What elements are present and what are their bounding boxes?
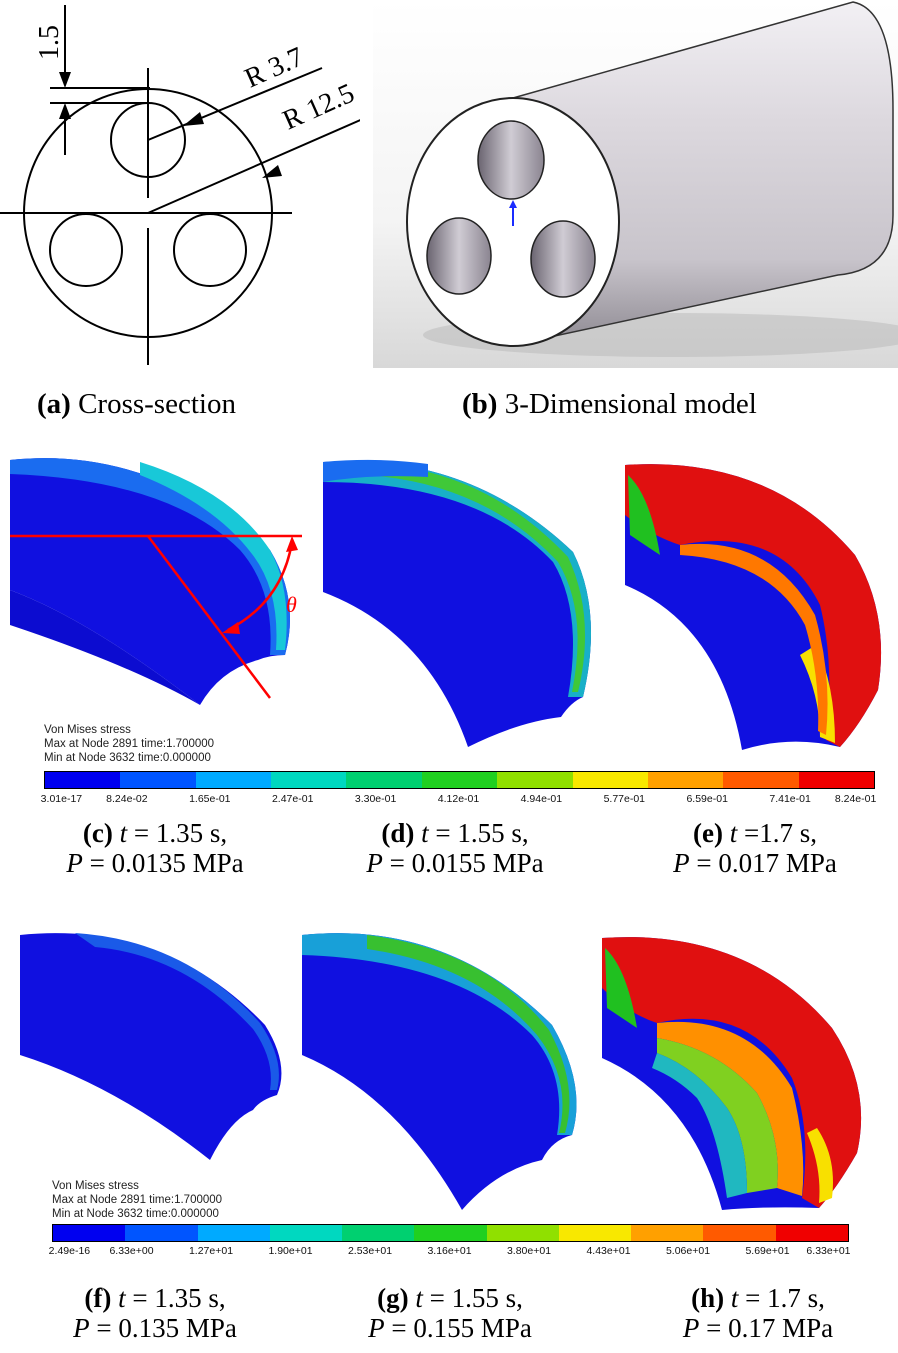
- caption-cross-section-text: Cross-section: [78, 388, 236, 420]
- colorbar-segment: [703, 1225, 776, 1241]
- colorbar-segment: [269, 1225, 343, 1241]
- colorbar-tick-label: 3.30e-01: [354, 793, 397, 805]
- legend-top-max: Max at Node 2891 time:1.700000: [44, 738, 215, 750]
- stress-contour-g: [302, 933, 577, 1210]
- colorbar-segment: [572, 772, 648, 788]
- subcaption-h: (h) t = 1.7 s, P = 0.17 MPa: [682, 1283, 834, 1343]
- legend-bottom-min: Min at Node 3632 time:0.000000: [52, 1208, 219, 1220]
- colorbar-segment: [486, 1225, 559, 1241]
- colorbar-tick-label: 3.16e+01: [427, 1245, 472, 1257]
- subcaption-d: (d) t = 1.55 s, P = 0.0155 MPa: [366, 818, 544, 878]
- colorbar-segment: [53, 1225, 126, 1241]
- colorbar-top-ticks: 3.01e-17 8.24e-02 1.65e-01 2.47e-01 3.30e-01…: [40, 793, 877, 807]
- dim-small-radius-label: R 3.7: [240, 41, 308, 94]
- dim-large-radius-label: R 12.5: [278, 78, 359, 137]
- caption-cross-section-label: (a): [37, 388, 71, 420]
- legend-bottom-title: Von Mises stress: [52, 1180, 139, 1192]
- colorbar-bottom: [52, 1224, 849, 1242]
- colorbar-tick-label: 2.49e-16: [48, 1245, 91, 1257]
- colorbar-segment: [421, 772, 498, 788]
- colorbar-segment: [631, 1225, 704, 1241]
- stress-contour-d: [323, 459, 591, 747]
- caption-3d-model-text: 3-Dimensional model: [504, 388, 757, 420]
- caption-3d-model: (b) 3-Dimensional model: [462, 388, 757, 421]
- stress-contour-h: [602, 937, 862, 1210]
- colorbar-tick-label: 4.12e-01: [437, 793, 480, 805]
- caption-cross-section: (a) Cross-section: [37, 388, 236, 421]
- legend-top-min: Min at Node 3632 time:0.000000: [44, 752, 211, 764]
- colorbar-tick-label: 3.80e+01: [506, 1245, 552, 1257]
- colorbar-tick-label: 8.24e-02: [106, 793, 148, 805]
- stress-contour-f: [20, 933, 282, 1160]
- dim-offset-label: 1.5: [34, 25, 65, 60]
- colorbar-segment: [647, 772, 724, 788]
- theta-label: θ: [286, 592, 297, 617]
- colorbar-segment: [497, 772, 573, 788]
- colorbar-segment: [342, 1225, 415, 1241]
- colorbar-segment: [271, 772, 347, 788]
- subcaption-e: (e) t =1.7 s, P = 0.017 MPa: [673, 818, 837, 878]
- colorbar-segment: [346, 772, 422, 788]
- subcaption-c: (c) t = 1.35 s, P = 0.0135 MPa: [66, 818, 244, 878]
- colorbar-tick-label: 5.69e+01: [745, 1245, 790, 1257]
- colorbar-segment: [558, 1225, 632, 1241]
- stress-contour-c: θ: [10, 458, 302, 705]
- colorbar-segment: [120, 772, 196, 788]
- subcaption-g: (g) t = 1.55 s, P = 0.155 MPa: [368, 1283, 532, 1343]
- colorbar-tick-label: 5.77e-01: [603, 793, 646, 805]
- colorbar-top: [44, 771, 875, 789]
- colorbar-tick-label: 2.53e+01: [347, 1245, 393, 1257]
- colorbar-tick-label: 8.24e-01: [834, 793, 877, 805]
- stress-contour-e: [625, 464, 882, 750]
- colorbar-tick-label: 6.33e+00: [109, 1245, 154, 1257]
- legend-top-info: Von Mises stress Max at Node 2891 time:1…: [44, 723, 214, 765]
- legend-bottom-max: Max at Node 2891 time:1.700000: [52, 1194, 223, 1206]
- colorbar-tick-label: 7.41e-01: [769, 793, 811, 805]
- colorbar-segment: [414, 1225, 487, 1241]
- colorbar-tick-label: 1.65e-01: [189, 793, 231, 805]
- colorbar-tick-label: 3.01e-17: [40, 793, 83, 805]
- colorbar-segment: [723, 772, 799, 788]
- colorbar-segment: [798, 772, 874, 788]
- colorbar-segment: [125, 1225, 198, 1241]
- colorbar-tick-label: 6.33e+01: [806, 1245, 851, 1257]
- colorbar-segment: [45, 772, 121, 788]
- colorbar-tick-label: 5.06e+01: [665, 1245, 711, 1257]
- colorbar-tick-label: 4.94e-01: [520, 793, 563, 805]
- subcaption-f: (f) t = 1.35 s, P = 0.135 MPa: [73, 1283, 237, 1343]
- colorbar-tick-label: 2.47e-01: [271, 793, 314, 805]
- colorbar-segment: [195, 772, 272, 788]
- legend-bottom-info: Von Mises stress Max at Node 2891 time:1…: [52, 1179, 222, 1221]
- caption-3d-model-label: (b): [462, 388, 498, 420]
- colorbar-segment: [197, 1225, 270, 1241]
- colorbar-tick-label: 1.27e+01: [188, 1245, 234, 1257]
- colorbar-tick-label: 6.59e-01: [686, 793, 728, 805]
- colorbar-tick-label: 4.43e+01: [586, 1245, 631, 1257]
- colorbar-bottom-ticks: 2.49e-16 6.33e+00 1.27e+01 1.90e+01 2.53e+01…: [48, 1245, 851, 1259]
- legend-top-title: Von Mises stress: [44, 724, 131, 736]
- colorbar-segment: [775, 1225, 848, 1241]
- cylinder-3d-model: [373, 0, 898, 368]
- cross-section-drawing: 1.5 R 3.7 R 12.5: [0, 5, 360, 365]
- colorbar-tick-label: 1.90e+01: [268, 1245, 313, 1257]
